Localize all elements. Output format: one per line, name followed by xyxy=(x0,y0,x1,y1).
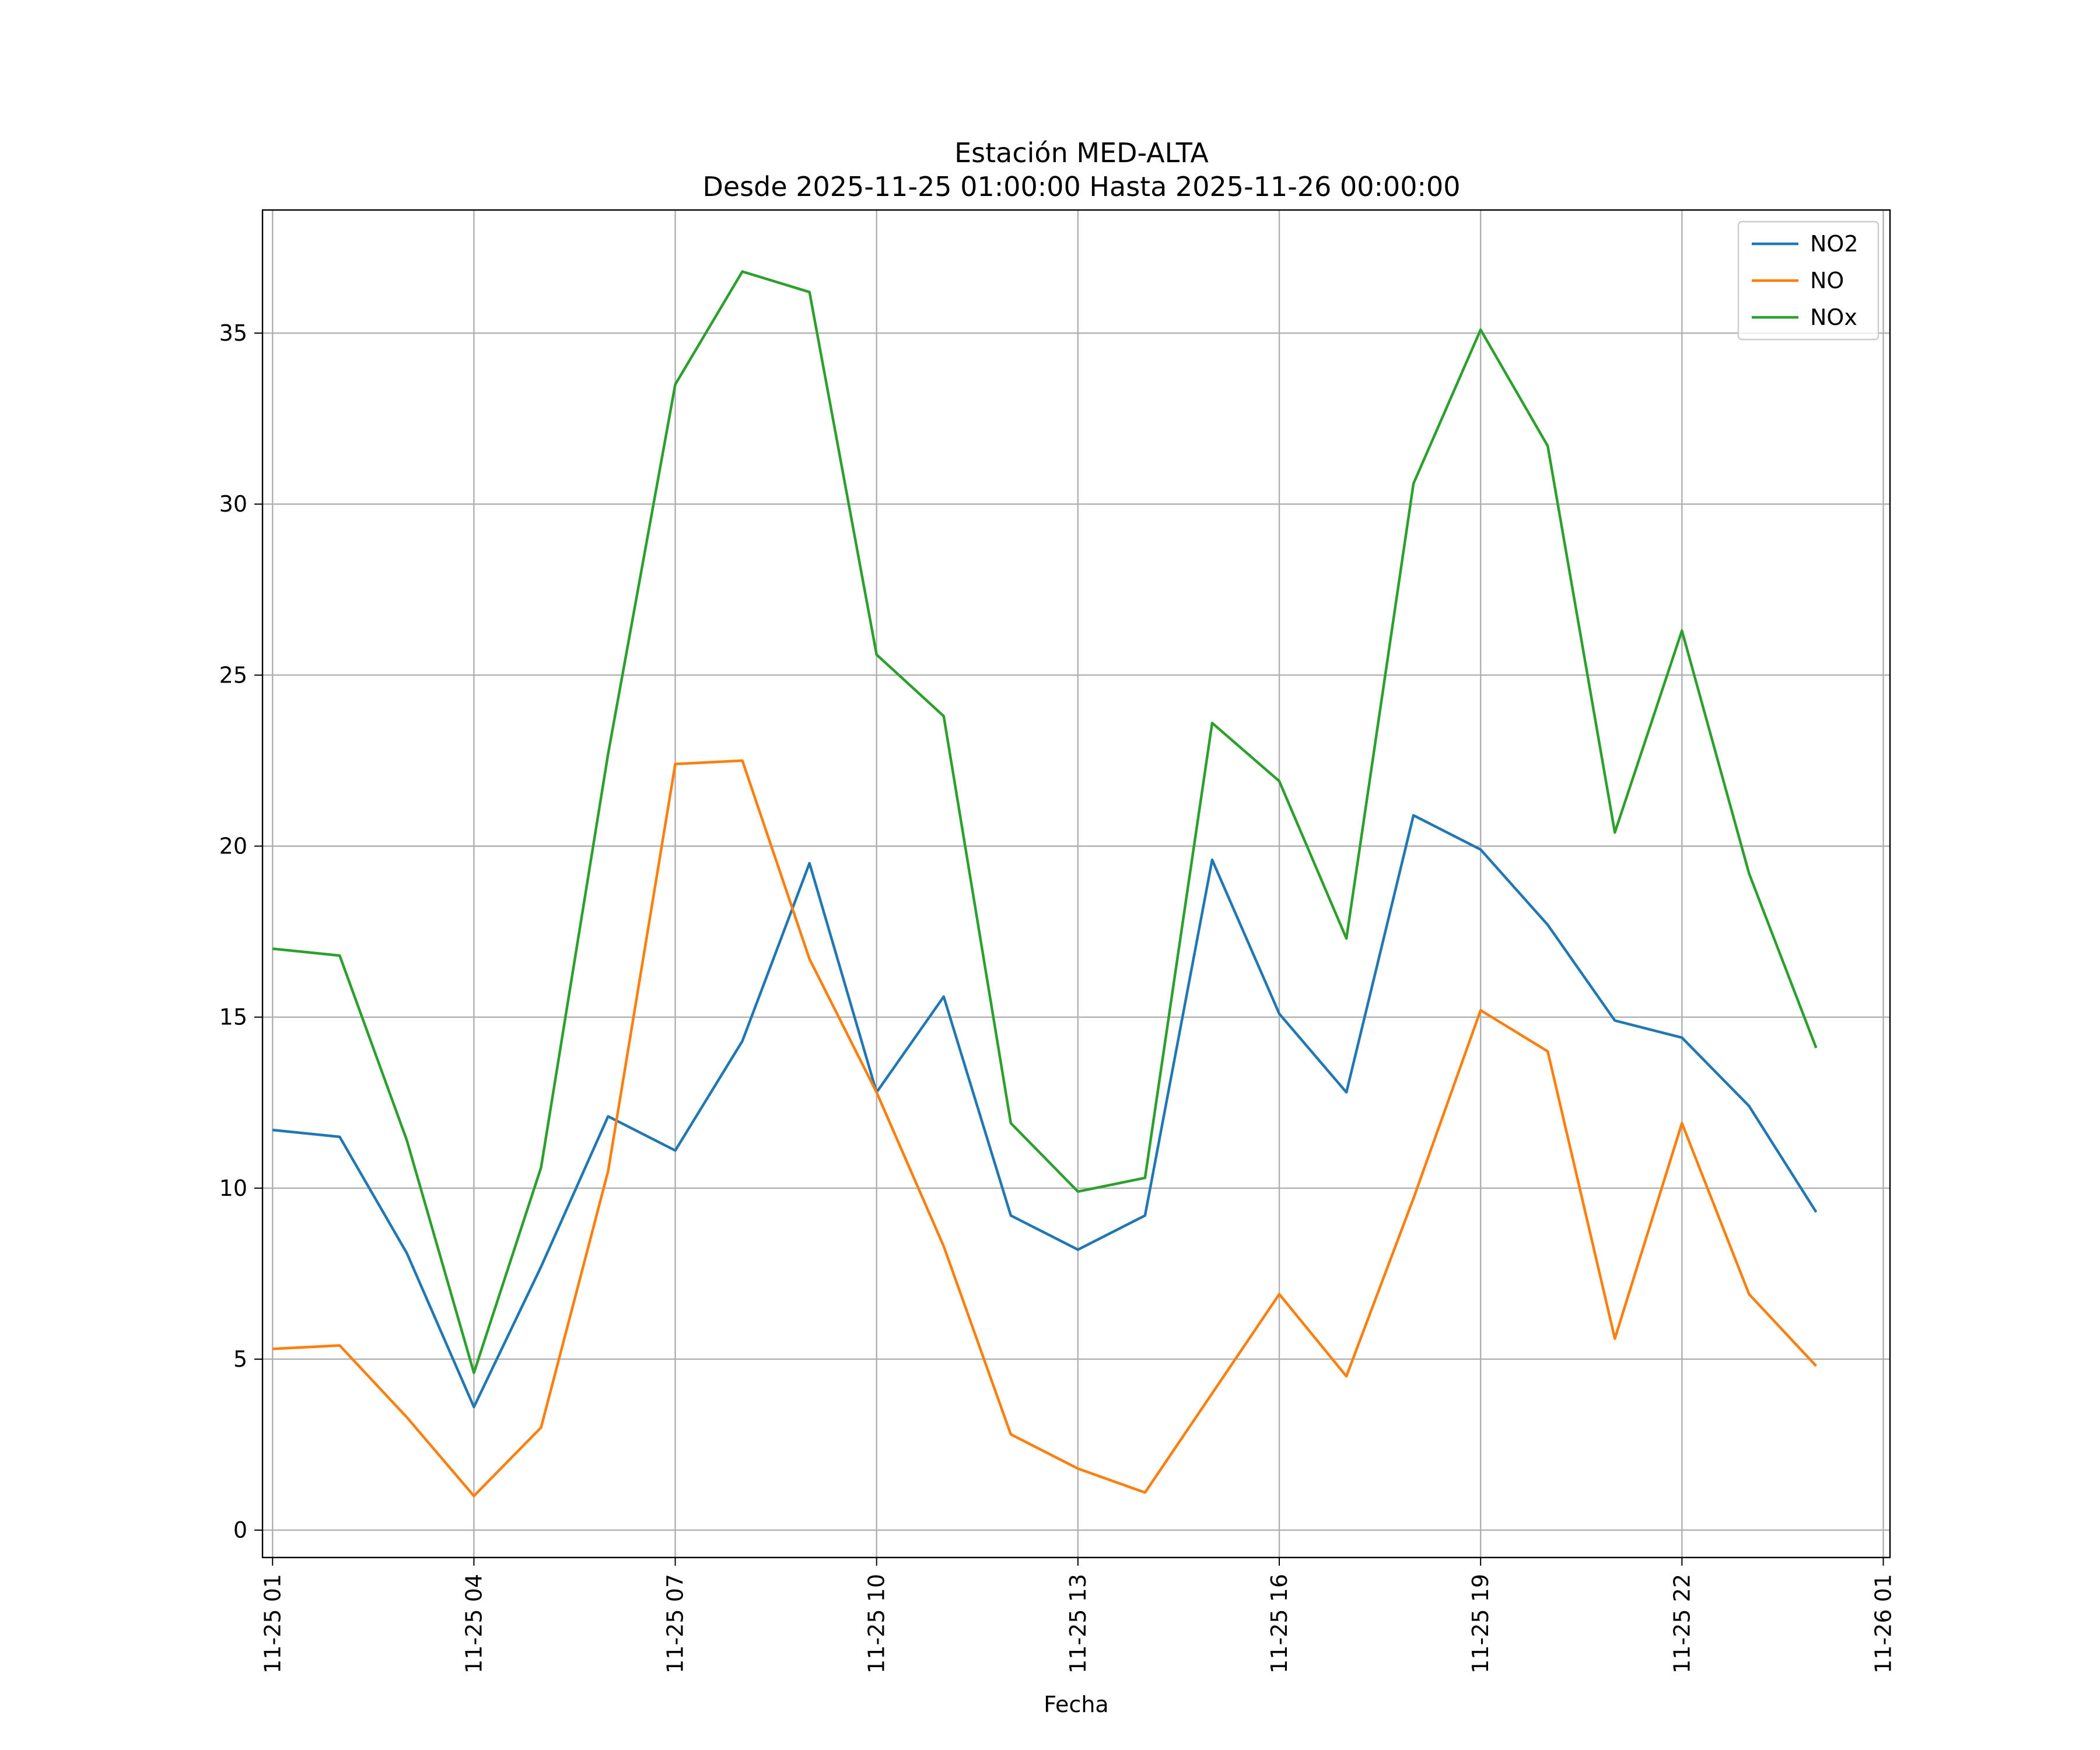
y-tick-label: 5 xyxy=(233,1346,247,1372)
series-lines xyxy=(272,270,1818,1497)
legend-label-nox: NOx xyxy=(1810,304,1857,330)
x-tick-label: 11-25 01 xyxy=(260,1574,285,1674)
x-tick-label: 11-25 10 xyxy=(864,1574,890,1674)
axis-ticks xyxy=(254,332,1884,1566)
y-tick-label: 0 xyxy=(233,1517,247,1543)
x-tick-label: 11-25 19 xyxy=(1468,1574,1493,1674)
legend-box xyxy=(1737,220,1880,341)
y-tick-labels: 0 5 10 15 20 25 30 35 xyxy=(219,320,247,1543)
x-tick-label: 11-25 04 xyxy=(461,1574,487,1674)
x-axis-label: Fecha xyxy=(1044,1692,1108,1717)
y-tick-label: 15 xyxy=(219,1005,247,1030)
legend-label-no: NO xyxy=(1810,268,1844,293)
series-line-no xyxy=(272,759,1818,1497)
y-tick-label: 35 xyxy=(219,320,247,346)
x-tick-label: 11-25 07 xyxy=(663,1574,688,1674)
chart-title: Estación MED-ALTA xyxy=(954,137,1209,169)
y-tick-label: 30 xyxy=(219,491,247,517)
plot-area-frame xyxy=(261,209,1891,1559)
legend-label-no2: NO2 xyxy=(1810,231,1859,257)
chart-subtitle: Desde 2025-11-25 01:00:00 Hasta 2025-11-… xyxy=(702,171,1460,202)
series-line-nox xyxy=(272,270,1818,1374)
y-tick-label: 10 xyxy=(219,1175,247,1201)
series-line-no2 xyxy=(272,814,1818,1409)
grid xyxy=(262,210,1890,1558)
y-tick-label: 20 xyxy=(219,834,247,859)
x-tick-label: 11-25 22 xyxy=(1669,1574,1695,1674)
x-tick-label: 11-26 01 xyxy=(1870,1574,1896,1674)
legend: NO2 NO NOx xyxy=(1737,220,1880,341)
x-tick-label: 11-25 16 xyxy=(1266,1574,1292,1674)
x-tick-label: 11-25 13 xyxy=(1065,1574,1091,1674)
y-tick-label: 25 xyxy=(219,662,247,688)
x-tick-labels: 11-25 01 11-25 04 11-25 07 11-25 10 11-25 13… xyxy=(260,1574,1896,1674)
